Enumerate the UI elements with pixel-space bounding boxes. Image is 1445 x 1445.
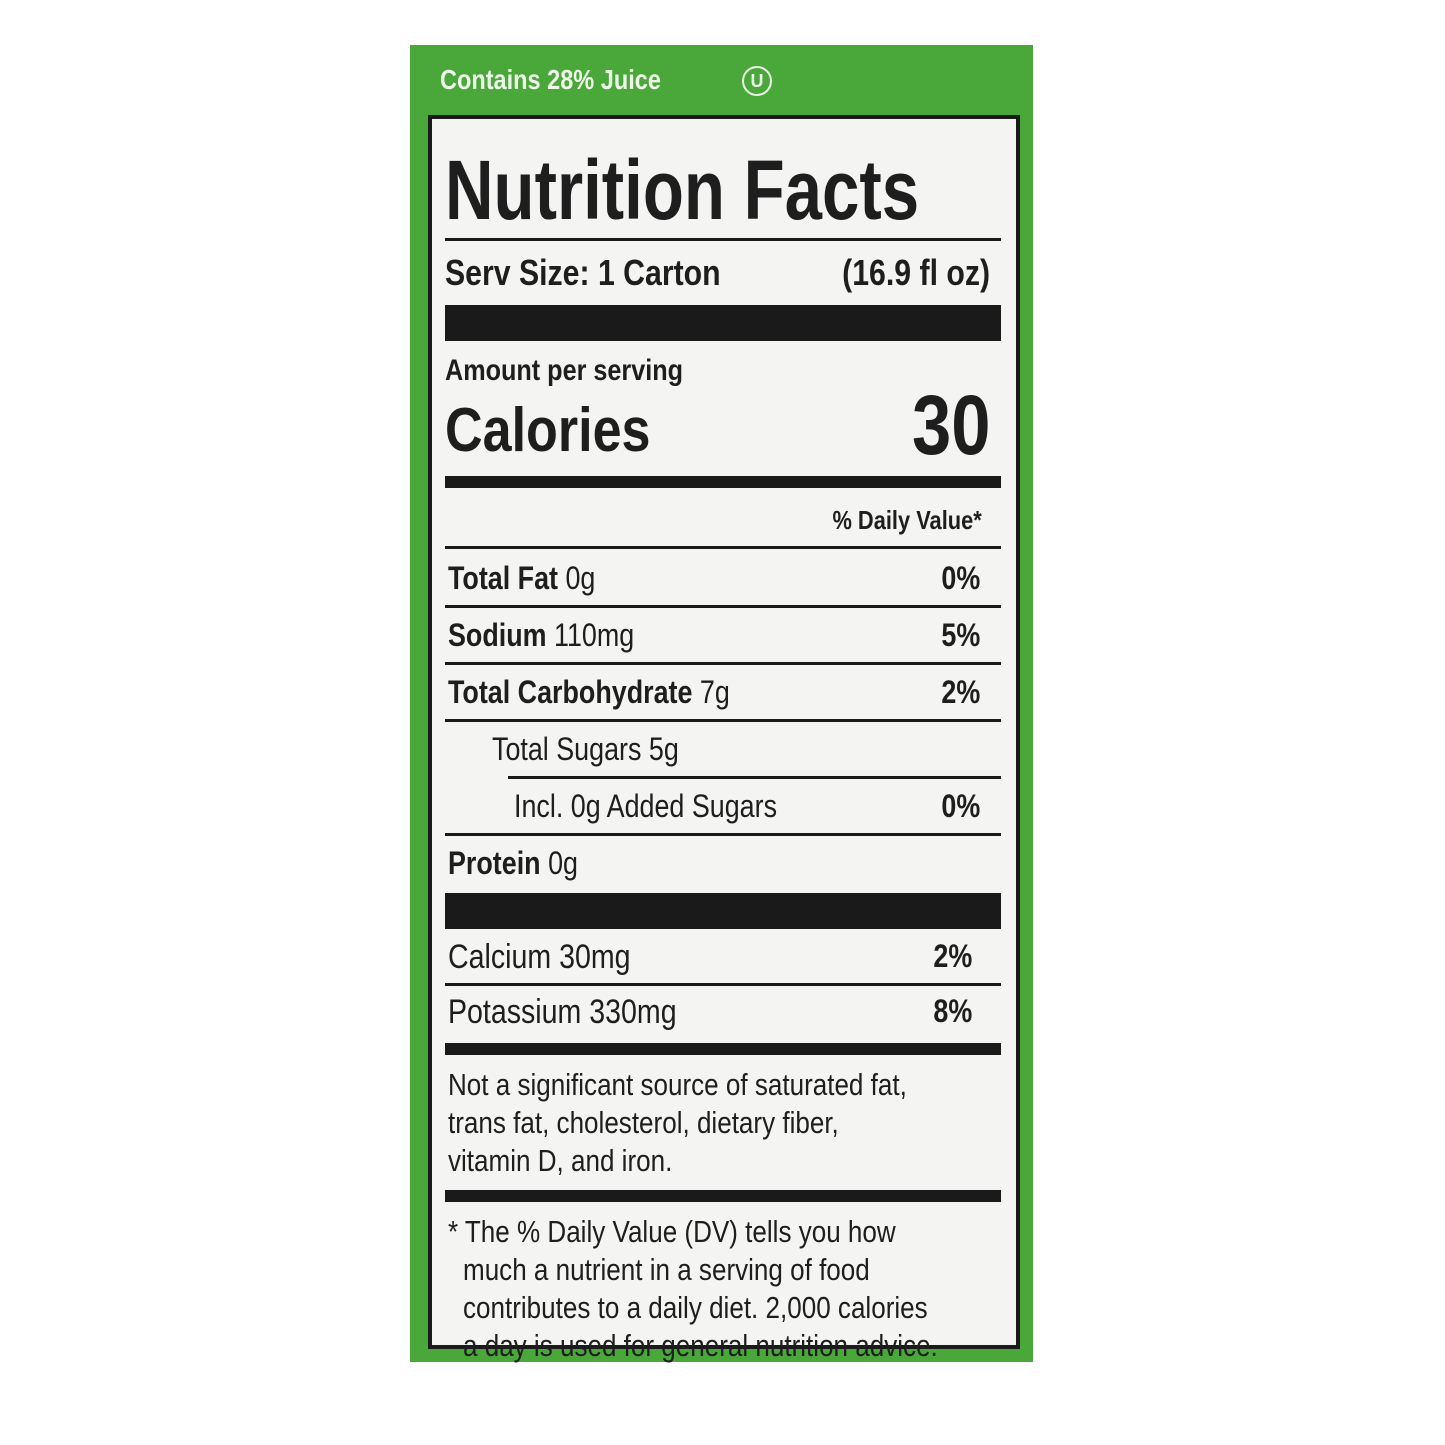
footnote-line: a day is used for general nutrition advi… [463, 1328, 938, 1363]
footnote-line: * The % Daily Value (DV) tells you how [448, 1214, 896, 1249]
label-title: Nutrition Facts [445, 143, 920, 237]
row-rule [445, 605, 1001, 608]
kosher-symbol: U [742, 66, 772, 96]
juice-claim: Contains 28% Juice [440, 64, 661, 95]
row-rule [445, 983, 1001, 986]
daily-value: 2% [941, 674, 980, 710]
thick-rule [445, 893, 1001, 929]
nutrient-amount: 110mg [554, 617, 635, 653]
daily-value: 0% [941, 560, 980, 596]
rule [445, 546, 1001, 549]
medium-rule [445, 1190, 1001, 1202]
row-rule [445, 719, 1001, 722]
nutrient-amount: 7g [699, 674, 730, 710]
serving-volume: (16.9 fl oz) [842, 252, 990, 293]
row-rule [445, 662, 1001, 665]
footnote-line: contributes to a daily diet. 2,000 calor… [463, 1290, 928, 1325]
nutrient-row: Sodium 110mg [448, 619, 634, 651]
medium-rule [445, 1043, 1001, 1055]
footnote-line: much a nutrient in a serving of food [463, 1252, 870, 1287]
nutrient-row: Total Fat 0g [448, 562, 595, 594]
nutrient-amount: 0g [548, 845, 578, 881]
amount-per-serving: Amount per serving [445, 354, 684, 387]
nutrient-row: Total Carbohydrate 7g [448, 676, 730, 708]
note-line: Not a significant source of saturated fa… [448, 1067, 907, 1102]
row-rule [445, 833, 1001, 836]
daily-value: 8% [933, 993, 972, 1029]
mineral-row: Calcium 30mg [448, 938, 631, 976]
nutrient-amount: 0g [565, 560, 596, 596]
nutrient-amount: Total Sugars 5g [492, 731, 679, 767]
mineral-row: Potassium 330mg [448, 993, 677, 1031]
dv-header: % Daily Value* [832, 505, 982, 535]
nutrient-amount: Incl. 0g Added Sugars [514, 788, 778, 824]
daily-value: 0% [941, 788, 980, 824]
nutrient-row: Incl. 0g Added Sugars [514, 790, 777, 822]
serving-size: Serv Size: 1 Carton [445, 252, 721, 293]
nutrient-row: Protein 0g [448, 847, 578, 879]
medium-rule [445, 476, 1001, 488]
daily-value: 5% [941, 617, 980, 653]
row-rule [508, 776, 1001, 779]
nutrient-name: Total Fat [448, 560, 559, 596]
calories-label: Calories [445, 396, 651, 465]
rule [445, 238, 1001, 241]
nutrient-name: Protein [448, 845, 541, 881]
calories-value: 30 [911, 378, 990, 472]
note-line: trans fat, cholesterol, dietary fiber, [448, 1105, 839, 1140]
note-line: vitamin D, and iron. [448, 1143, 673, 1178]
thick-rule [445, 305, 1001, 341]
daily-value: 2% [933, 938, 972, 974]
nutrient-name: Total Carbohydrate [448, 674, 693, 710]
nutrient-row: Total Sugars 5g [492, 733, 679, 765]
nutrient-name: Sodium [448, 617, 547, 653]
